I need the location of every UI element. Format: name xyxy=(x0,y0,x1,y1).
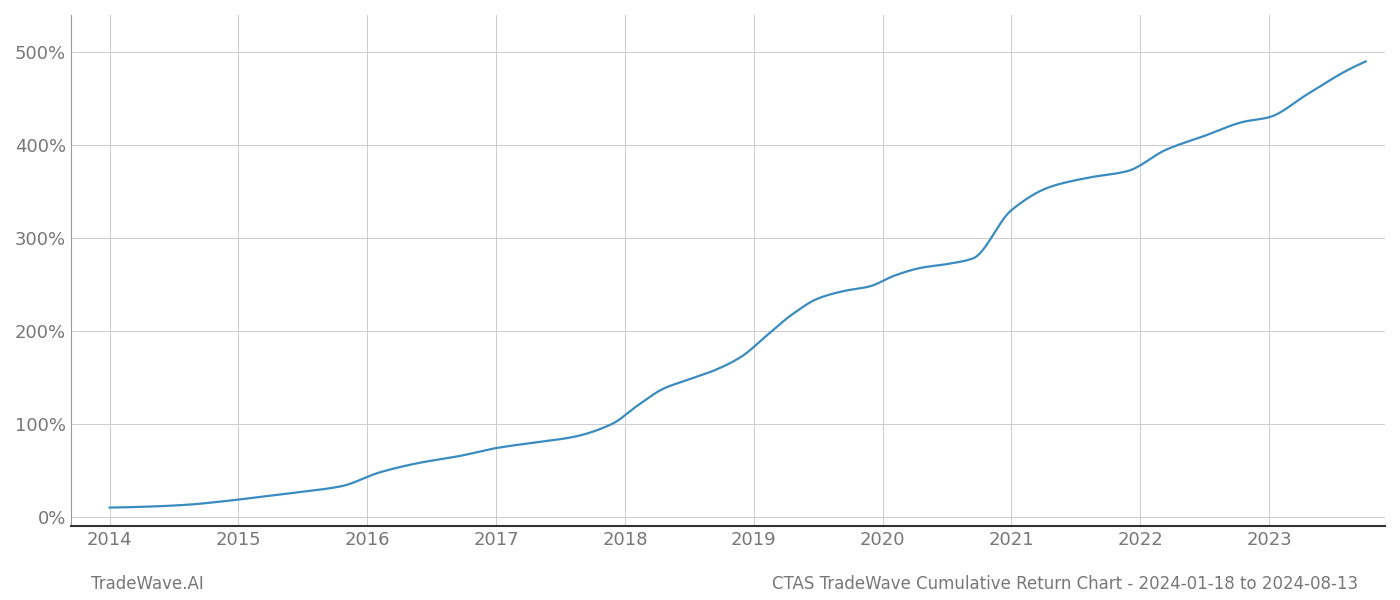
Text: TradeWave.AI: TradeWave.AI xyxy=(91,575,204,593)
Text: CTAS TradeWave Cumulative Return Chart - 2024-01-18 to 2024-08-13: CTAS TradeWave Cumulative Return Chart -… xyxy=(771,575,1358,593)
